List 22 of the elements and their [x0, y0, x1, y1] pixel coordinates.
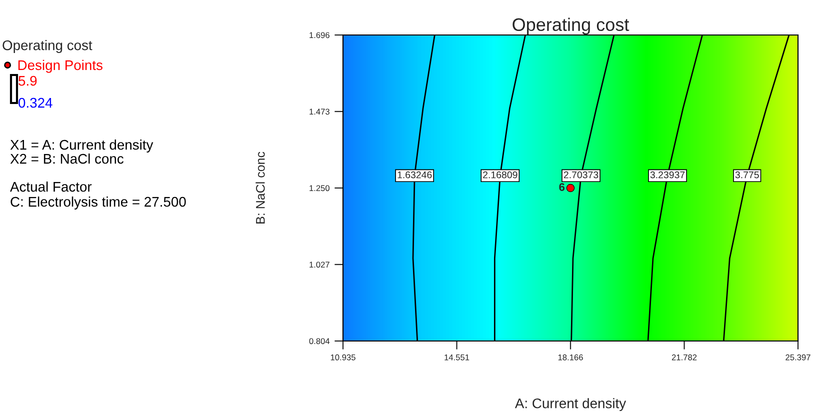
text: 0.324 [18, 98, 52, 108]
x-tick-label: 21.782 [672, 354, 697, 360]
x-tick-label: 14.551 [444, 354, 470, 360]
text: 5.9 [18, 76, 37, 86]
y-tick-label: 0.804 [309, 338, 330, 344]
x-tick-label: 25.397 [786, 354, 810, 360]
x-axis-title: A: Current density [514, 398, 626, 412]
y-tick-label: 1.696 [310, 32, 330, 38]
y-tick-label: 1.473 [310, 108, 330, 115]
text: X2 = B: NaCl conc [10, 154, 124, 164]
x-tick-label: 18.166 [558, 354, 583, 360]
text: X1 = A: Current density [10, 140, 154, 152]
legend-label: Design Points [18, 60, 102, 73]
y-tick-label: 1.250 [310, 185, 330, 192]
y-axis-title: B: NaCl conc [256, 152, 265, 224]
chart-title: Operating cost [512, 18, 630, 35]
x-tick-label: 10.935 [330, 354, 356, 360]
annotation: 6 [559, 183, 565, 191]
text: Actual Factor [10, 182, 92, 192]
legend-title: Operating cost [2, 40, 92, 53]
text: C: Electrolysis time = 27.500 [10, 196, 186, 210]
y-tick-label: 1.027 [310, 262, 330, 268]
